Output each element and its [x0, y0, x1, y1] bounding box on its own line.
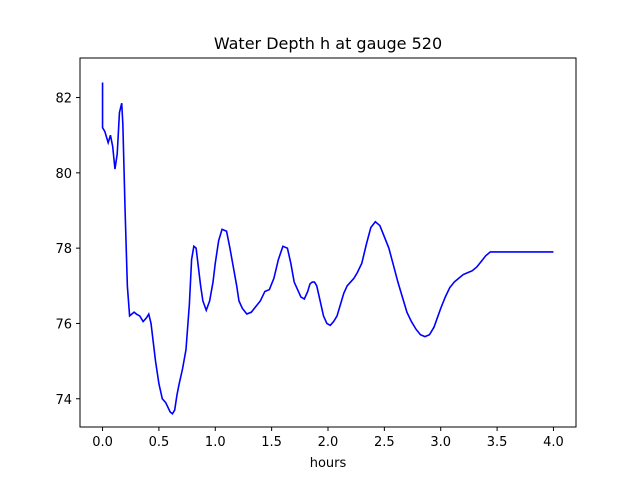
- y-tick-label: 80: [55, 167, 72, 182]
- x-axis-label: hours: [310, 456, 347, 471]
- x-tick-label: 1.5: [261, 435, 282, 450]
- plot-area: [101, 82, 554, 416]
- y-axis-ticks: 74 76 78 80 82: [55, 92, 80, 408]
- x-tick-label: 3.0: [430, 435, 451, 450]
- y-tick-label: 74: [55, 393, 72, 408]
- y-tick-label: 76: [55, 317, 72, 332]
- series-line-water-depth: [101, 82, 554, 416]
- x-axis-ticks: 0.0 0.5 1.0 1.5 2.0 2.5 3.0 3.5 4.0: [92, 427, 564, 450]
- chart-title: Water Depth h at gauge 520: [214, 34, 442, 53]
- x-tick-label: 0.5: [149, 435, 170, 450]
- x-tick-label: 4.0: [543, 435, 564, 450]
- x-tick-label: 1.0: [205, 435, 226, 450]
- x-tick-label: 3.5: [487, 435, 508, 450]
- x-tick-label: 2.0: [318, 435, 339, 450]
- x-tick-label: 2.5: [374, 435, 395, 450]
- x-tick-label: 0.0: [92, 435, 113, 450]
- y-tick-label: 82: [55, 92, 72, 107]
- y-tick-label: 78: [55, 242, 72, 257]
